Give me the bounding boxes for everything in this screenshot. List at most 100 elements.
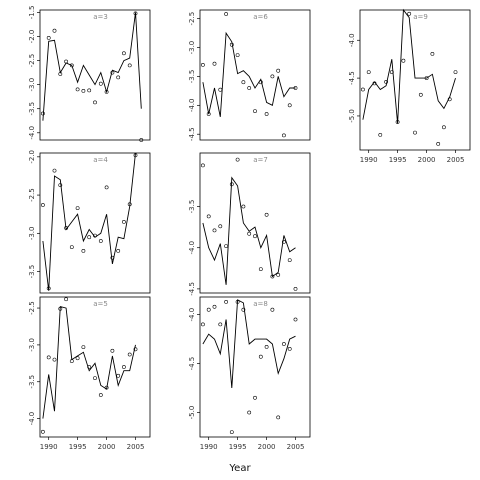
- y-tick-label: -4.5: [188, 357, 196, 371]
- panel-a-5: a=5 -2.5 -3.0 -3.5 -4.0 1990 1995 2000 2005: [28, 296, 151, 451]
- data-point: [281, 133, 286, 138]
- data-point: [229, 430, 234, 435]
- panel-label: a=7: [253, 156, 268, 164]
- data-point: [264, 344, 269, 349]
- y-tick-label: -3.5: [28, 375, 36, 389]
- data-point: [276, 68, 281, 73]
- data-point: [46, 286, 51, 291]
- data-point: [52, 357, 57, 362]
- data-point: [122, 51, 126, 56]
- data-point: [110, 70, 115, 75]
- data-point: [270, 307, 275, 312]
- data-point: [235, 53, 240, 58]
- data-point: [93, 233, 97, 238]
- panel-frame: [199, 296, 311, 438]
- x-tick-label: 2005: [447, 156, 465, 164]
- y-tick-label: -1.5: [28, 6, 36, 20]
- data-point: [133, 347, 138, 352]
- panel-label: a=3: [93, 13, 108, 21]
- panel-label: a=6: [253, 13, 268, 21]
- data-point: [116, 248, 121, 253]
- data-point: [293, 86, 298, 90]
- panel-frame: [199, 9, 311, 141]
- data-point: [41, 111, 45, 116]
- data-point: [378, 132, 383, 137]
- series-line: [362, 8, 456, 124]
- data-point: [75, 87, 80, 92]
- data-point: [395, 120, 400, 124]
- data-point: [281, 342, 286, 346]
- data-point: [276, 415, 281, 420]
- data-point: [218, 224, 223, 229]
- data-point: [384, 80, 389, 84]
- y-tick-label: -3.0: [28, 338, 36, 352]
- data-point: [287, 346, 292, 351]
- series-line: [202, 176, 296, 285]
- data-point: [253, 395, 257, 400]
- data-point: [413, 130, 417, 135]
- y-tick-label: -3.5: [188, 200, 196, 214]
- data-point: [200, 163, 205, 168]
- data-point: [218, 322, 223, 327]
- data-point: [64, 297, 69, 302]
- y-tick-label: -4.5: [188, 282, 196, 296]
- data-point: [264, 212, 269, 217]
- y-tick-label: -4.0: [188, 308, 196, 322]
- panel-label: a=9: [413, 13, 428, 21]
- data-point: [247, 410, 252, 415]
- data-point: [98, 239, 103, 243]
- data-point: [447, 97, 452, 102]
- data-point: [218, 87, 223, 92]
- data-point: [41, 429, 45, 434]
- data-point: [75, 356, 80, 361]
- y-tick-label: -3.5: [188, 70, 196, 84]
- data-point: [258, 80, 263, 85]
- data-point: [206, 214, 211, 219]
- data-point: [264, 112, 269, 116]
- data-point: [212, 228, 217, 233]
- series-line: [42, 12, 142, 121]
- series-line: [42, 306, 136, 419]
- data-point: [116, 75, 121, 80]
- data-point: [116, 373, 121, 378]
- data-point: [104, 385, 109, 390]
- panel-frame: [199, 152, 311, 294]
- data-point: [293, 286, 298, 291]
- data-point: [69, 359, 74, 364]
- panel-frame: [359, 9, 471, 151]
- data-point: [64, 59, 69, 64]
- data-point: [258, 354, 263, 359]
- x-tick-label: 1995: [69, 443, 87, 451]
- data-point: [229, 182, 234, 187]
- data-point: [127, 63, 132, 68]
- data-point: [206, 307, 211, 312]
- data-point: [224, 12, 229, 16]
- data-point: [64, 226, 69, 230]
- data-point: [58, 72, 63, 76]
- data-point: [366, 70, 371, 75]
- data-point: [58, 183, 63, 188]
- y-tick-label: -3.5: [28, 265, 36, 279]
- y-tick-label: -3.0: [28, 226, 36, 240]
- data-point: [212, 61, 217, 66]
- panel-label: a=4: [93, 156, 108, 164]
- data-point: [127, 202, 132, 207]
- x-tick-label: 2000: [418, 156, 436, 164]
- data-point: [229, 42, 234, 47]
- data-point: [241, 307, 246, 312]
- data-point: [69, 245, 74, 250]
- y-tick-label: -2.5: [188, 12, 196, 26]
- y-tick-label: -2.5: [28, 188, 36, 202]
- x-tick-label: 1995: [389, 156, 407, 164]
- data-point: [360, 87, 365, 92]
- data-point: [407, 11, 412, 16]
- data-point: [122, 219, 126, 224]
- data-point: [424, 76, 429, 81]
- y-tick-label: -4.0: [348, 33, 356, 47]
- data-point: [281, 239, 286, 244]
- data-point: [46, 36, 51, 40]
- data-point: [93, 376, 97, 381]
- data-point: [241, 80, 246, 85]
- data-point: [453, 70, 458, 75]
- data-point: [87, 88, 92, 93]
